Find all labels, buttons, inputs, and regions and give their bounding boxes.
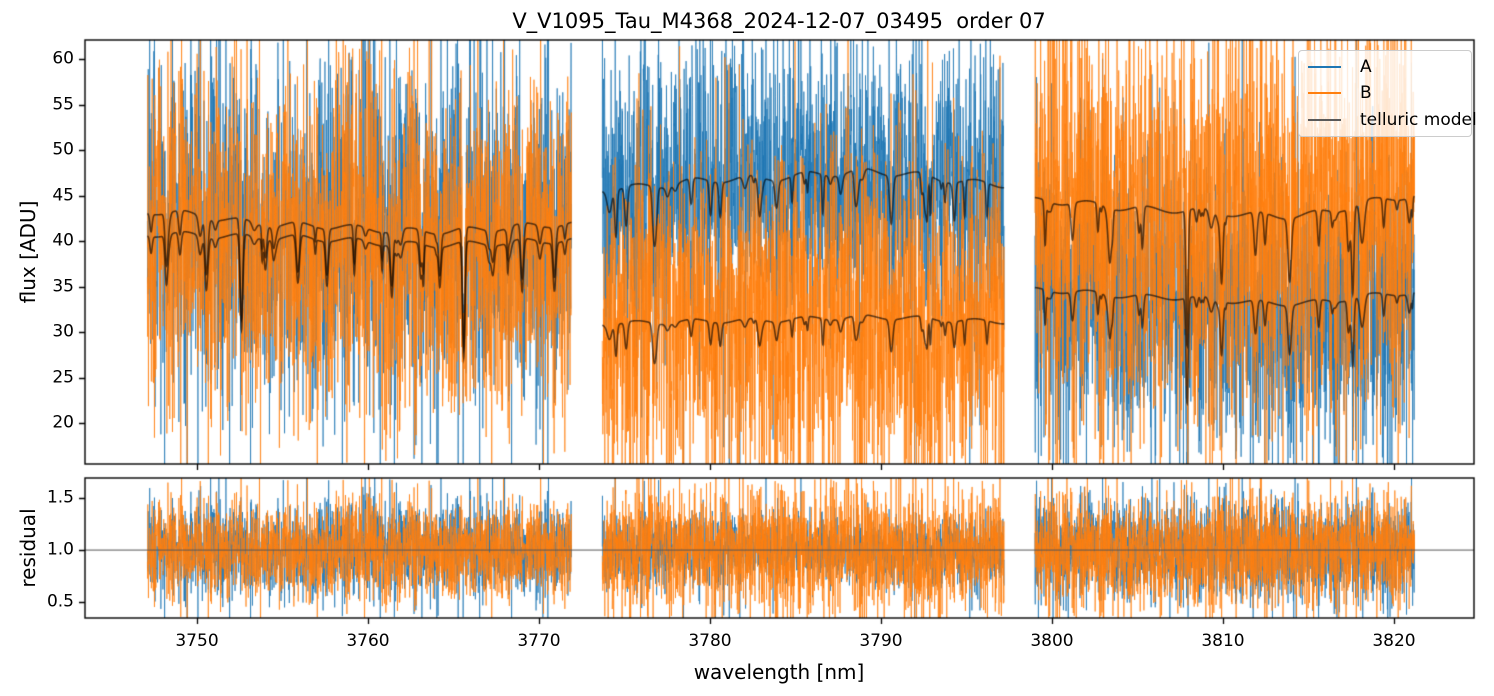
y-tick-label-flux: 35: [52, 276, 74, 297]
x-tick-label: 3770: [517, 631, 561, 651]
legend-line-sample-icon: [1308, 92, 1341, 95]
legend-label: A: [1360, 57, 1372, 78]
legend-line-sample-icon: [1308, 118, 1341, 121]
y-tick-label-flux: 60: [52, 48, 74, 69]
x-axis-label: wavelength [nm]: [693, 660, 865, 684]
y-tick-label-residual: 1.5: [46, 487, 74, 508]
x-tick-label: 3780: [688, 631, 732, 651]
x-tick-label: 3800: [1030, 631, 1074, 651]
y-tick-label-residual: 1.0: [46, 539, 74, 560]
legend-entry-telluric-model: telluric model: [1308, 107, 1477, 133]
x-tick-label: 3820: [1372, 631, 1416, 651]
legend-label: B: [1360, 83, 1372, 104]
y-tick-label-flux: 30: [52, 321, 74, 342]
y-tick-label-flux: 55: [52, 94, 74, 115]
legend-entry-a: A: [1308, 54, 1471, 80]
y-tick-label-flux: 20: [52, 412, 74, 433]
y-tick-label-residual: 0.5: [46, 591, 74, 612]
y-tick-label-flux: 45: [52, 185, 74, 206]
legend-label: telluric model: [1360, 109, 1477, 130]
x-tick-label: 3810: [1201, 631, 1245, 651]
x-tick-label: 3760: [346, 631, 390, 651]
legend-line-sample-icon: [1308, 66, 1341, 69]
y-tick-label-flux: 25: [52, 367, 74, 388]
x-tick-label: 3790: [859, 631, 903, 651]
y-tick-label-flux: 50: [52, 139, 74, 160]
y-tick-label-flux: 40: [52, 230, 74, 251]
x-tick-label: 3750: [175, 631, 219, 651]
chart-title: V_V1095_Tau_M4368_2024-12-07_03495 order…: [512, 9, 1046, 33]
legend-entry-b: B: [1308, 80, 1471, 106]
